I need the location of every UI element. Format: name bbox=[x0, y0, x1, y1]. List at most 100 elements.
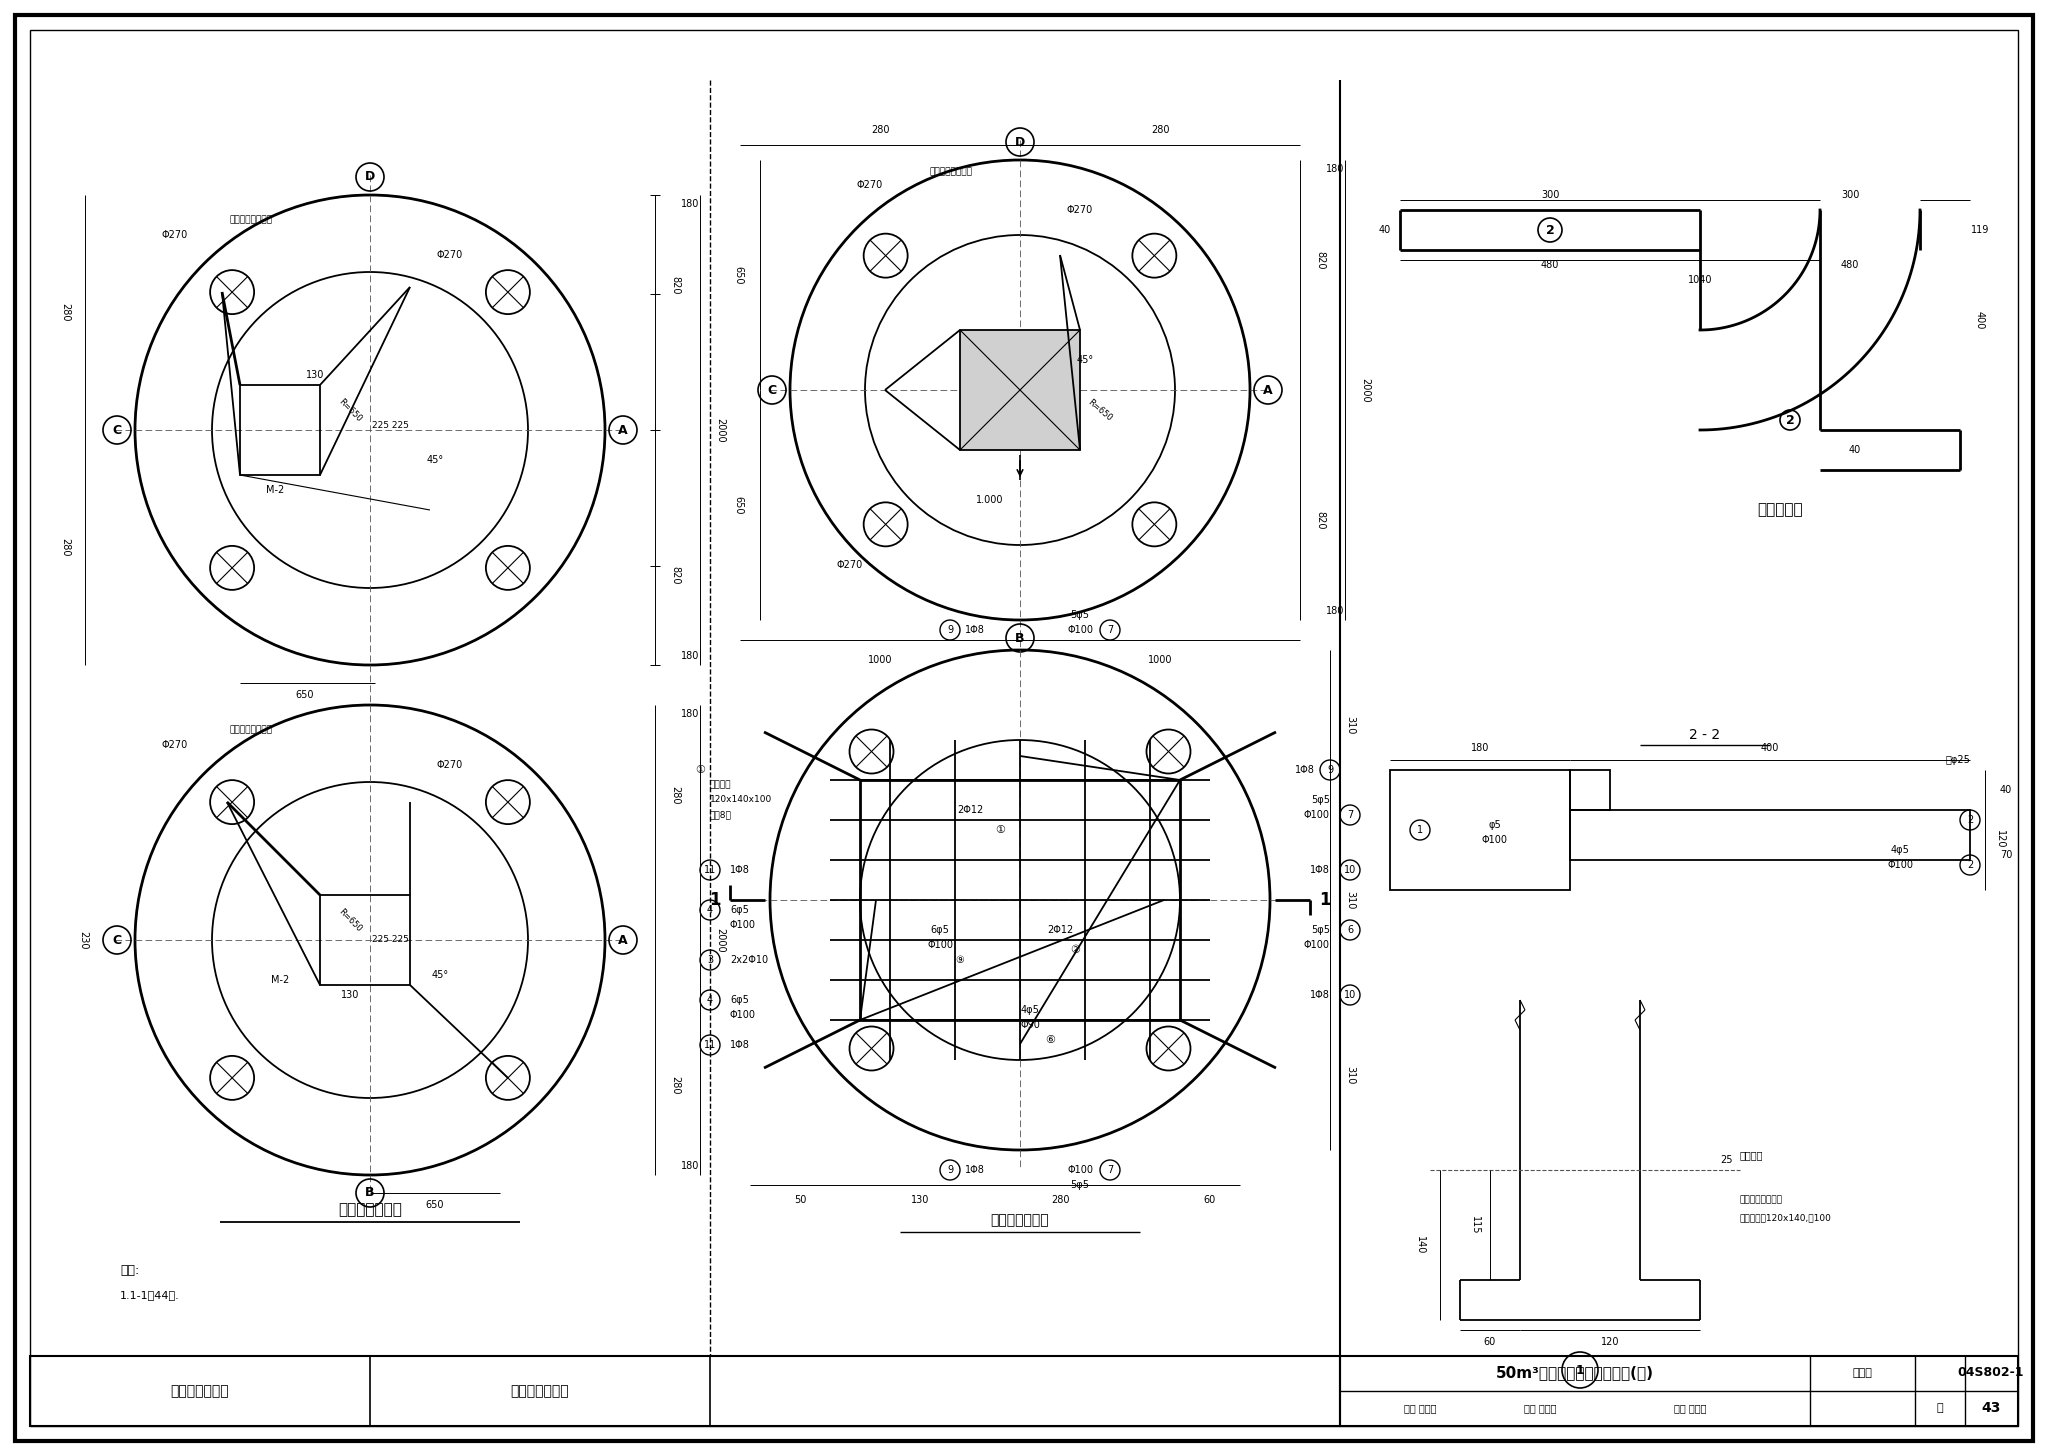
Text: 2: 2 bbox=[1546, 224, 1554, 236]
Text: 1: 1 bbox=[1417, 826, 1423, 834]
Text: 480: 480 bbox=[1540, 261, 1559, 269]
Text: 820: 820 bbox=[670, 566, 680, 584]
Text: 280: 280 bbox=[670, 786, 680, 804]
Text: M-2: M-2 bbox=[266, 485, 285, 495]
Text: 1: 1 bbox=[1575, 1363, 1585, 1376]
Text: 180: 180 bbox=[680, 651, 698, 661]
Text: Φ270: Φ270 bbox=[162, 740, 188, 750]
Text: 此测仰属三管方案: 此测仰属三管方案 bbox=[229, 725, 272, 734]
Text: 300: 300 bbox=[1540, 189, 1559, 199]
Text: 2000: 2000 bbox=[715, 418, 725, 443]
Text: 1000: 1000 bbox=[1147, 655, 1171, 665]
Text: Φ100: Φ100 bbox=[1305, 810, 1329, 820]
Text: C: C bbox=[113, 424, 121, 437]
Text: 400: 400 bbox=[1974, 310, 1985, 329]
Text: 1Φ8: 1Φ8 bbox=[1311, 865, 1329, 875]
Text: 9: 9 bbox=[946, 625, 952, 635]
Text: 1Φ8: 1Φ8 bbox=[1311, 990, 1329, 1000]
Text: 2Φ12: 2Φ12 bbox=[956, 805, 983, 815]
Text: 1: 1 bbox=[709, 891, 721, 909]
Text: 60: 60 bbox=[1485, 1337, 1497, 1347]
Text: Φ270: Φ270 bbox=[436, 250, 463, 261]
Text: Φ100: Φ100 bbox=[1483, 834, 1507, 844]
Text: 1000: 1000 bbox=[868, 655, 893, 665]
Text: A: A bbox=[618, 424, 629, 437]
Text: 50: 50 bbox=[795, 1195, 807, 1206]
Text: 5φ5: 5φ5 bbox=[1071, 610, 1090, 620]
Text: 图集号: 图集号 bbox=[1851, 1369, 1872, 1377]
Text: C: C bbox=[113, 933, 121, 946]
Text: D: D bbox=[365, 170, 375, 183]
Text: 820: 820 bbox=[1315, 250, 1325, 269]
Text: 10: 10 bbox=[1343, 990, 1356, 1000]
Bar bbox=[860, 780, 1180, 1021]
Text: 7: 7 bbox=[1106, 625, 1114, 635]
Text: 6: 6 bbox=[1348, 925, 1354, 935]
Text: 休息平台配筋图: 休息平台配筋图 bbox=[510, 1385, 569, 1398]
Text: 休息平台配筋图: 休息平台配筋图 bbox=[991, 1213, 1049, 1227]
Text: D: D bbox=[1016, 135, 1026, 149]
Text: Φ100: Φ100 bbox=[1067, 625, 1094, 635]
Text: 45°: 45° bbox=[1077, 355, 1094, 365]
Text: 设计 王文涛: 设计 王文涛 bbox=[1673, 1404, 1706, 1412]
Text: Φ100: Φ100 bbox=[1886, 860, 1913, 871]
Text: 25: 25 bbox=[1720, 1155, 1733, 1165]
Bar bbox=[961, 331, 1079, 450]
Bar bbox=[240, 384, 319, 475]
Text: 审核 归云石: 审核 归云石 bbox=[1403, 1404, 1436, 1412]
Text: B: B bbox=[365, 1187, 375, 1200]
Text: 休息平台模板图: 休息平台模板图 bbox=[338, 1203, 401, 1217]
Text: 1: 1 bbox=[1319, 891, 1331, 909]
Text: 50m³水塔休息平台及雨蓬图(一): 50m³水塔休息平台及雨蓬图(一) bbox=[1495, 1366, 1655, 1380]
Text: 说明:: 说明: bbox=[121, 1264, 139, 1277]
Text: R=650: R=650 bbox=[1085, 397, 1114, 422]
Text: 6φ5: 6φ5 bbox=[930, 925, 950, 935]
Text: Φ100: Φ100 bbox=[729, 920, 756, 930]
Text: 休息平台模板图: 休息平台模板图 bbox=[170, 1385, 229, 1398]
Text: Φ270: Φ270 bbox=[856, 181, 883, 189]
Text: 4: 4 bbox=[707, 906, 713, 914]
Text: 2 - 2: 2 - 2 bbox=[1690, 728, 1720, 743]
Text: 1.000: 1.000 bbox=[977, 495, 1004, 505]
Text: 6φ5: 6φ5 bbox=[729, 994, 750, 1005]
Text: 2: 2 bbox=[1966, 815, 1972, 826]
Text: 650: 650 bbox=[295, 690, 313, 700]
Text: 2000: 2000 bbox=[715, 927, 725, 952]
Text: 43: 43 bbox=[1980, 1401, 2001, 1415]
Text: 2Φ12: 2Φ12 bbox=[1047, 925, 1073, 935]
Text: 45°: 45° bbox=[426, 454, 444, 464]
Text: 115: 115 bbox=[1470, 1216, 1481, 1235]
Text: 11: 11 bbox=[705, 1040, 717, 1050]
Text: 120x140x100: 120x140x100 bbox=[711, 795, 772, 805]
Text: 5φ5: 5φ5 bbox=[1071, 1179, 1090, 1190]
Text: Φ90: Φ90 bbox=[1020, 1021, 1040, 1029]
Text: 280: 280 bbox=[670, 1076, 680, 1095]
Text: 1Φ8: 1Φ8 bbox=[965, 625, 985, 635]
Text: R=650: R=650 bbox=[336, 396, 362, 424]
Text: 140: 140 bbox=[1415, 1236, 1425, 1254]
Text: 180: 180 bbox=[1470, 743, 1489, 753]
Text: B: B bbox=[1016, 632, 1024, 645]
Text: 230: 230 bbox=[78, 930, 88, 949]
Bar bbox=[1391, 770, 1571, 890]
Bar bbox=[1339, 1356, 2017, 1425]
Text: ⑥: ⑥ bbox=[1044, 1035, 1055, 1045]
Text: 9: 9 bbox=[946, 1165, 952, 1175]
Text: 4φ5: 4φ5 bbox=[1020, 1005, 1040, 1015]
Text: 120: 120 bbox=[1995, 830, 2005, 849]
Text: 2x2Φ10: 2x2Φ10 bbox=[729, 955, 768, 965]
Text: 2000: 2000 bbox=[1360, 377, 1370, 402]
Text: ⑨: ⑨ bbox=[956, 955, 965, 965]
Text: 650: 650 bbox=[426, 1200, 444, 1210]
Text: 1Φ8: 1Φ8 bbox=[729, 865, 750, 875]
Text: 2: 2 bbox=[1966, 860, 1972, 871]
Text: 此测仰属三管方案: 此测仰属三管方案 bbox=[930, 167, 973, 176]
Text: 225 225: 225 225 bbox=[371, 936, 408, 945]
Text: 180: 180 bbox=[680, 199, 698, 210]
Text: 04S802-1: 04S802-1 bbox=[1958, 1367, 2023, 1379]
Text: 280: 280 bbox=[59, 303, 70, 322]
Text: A: A bbox=[1264, 383, 1272, 396]
Text: C: C bbox=[768, 383, 776, 396]
Bar bbox=[31, 1356, 1339, 1425]
Bar bbox=[1571, 770, 1610, 810]
